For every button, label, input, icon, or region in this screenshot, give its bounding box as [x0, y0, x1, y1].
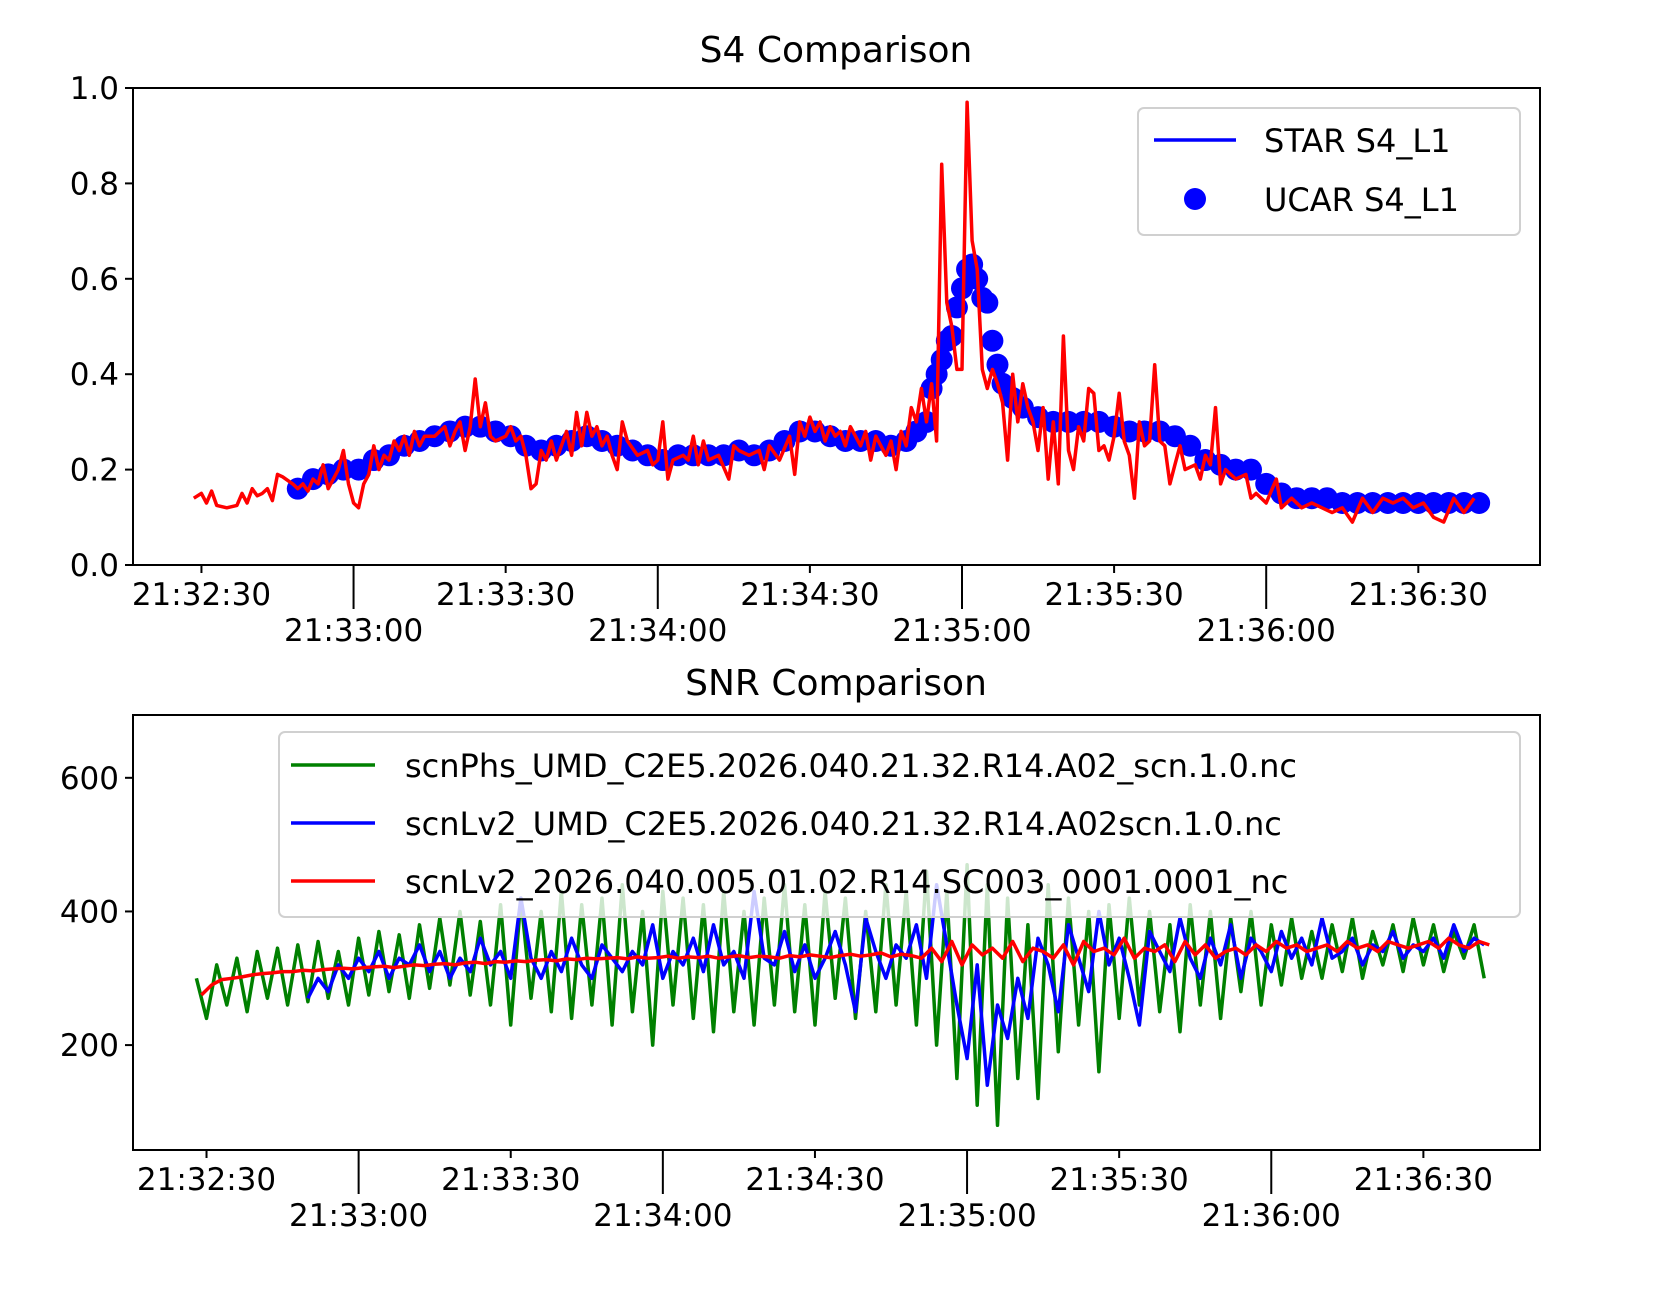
x-tick-label: 21:33:00 [289, 1198, 428, 1234]
x-tick-label: 21:33:30 [436, 577, 575, 613]
data-point-ucar-s4 [986, 353, 1009, 376]
s4-axes: 0.0 0.2 0.4 0.6 0.8 1.0 21:32:30 21:33:00 21:33:… [70, 71, 1541, 649]
legend-label: scnLv2_2026.040.005.01.02.R14.SC003_0001… [405, 863, 1288, 901]
x-tick-label: 21:36:30 [1349, 577, 1488, 613]
plot-area [192, 100, 1491, 524]
legend-label: STAR S4_L1 [1264, 122, 1451, 160]
data-point-ucar-s4 [1452, 491, 1475, 514]
axes-frame [132, 714, 1541, 1151]
legend: scnPhs_UMD_C2E5.2026.040.21.32.R14.A02_s… [278, 731, 1521, 918]
x-tick-label: 21:33:00 [284, 613, 423, 649]
x-tick-label: 21:34:00 [588, 613, 727, 649]
series-line-star-s4 [192, 100, 1476, 524]
y-tick-label: 200 [60, 1028, 119, 1064]
data-point-ucar-s4 [930, 348, 953, 371]
x-tick-label: 21:32:30 [132, 577, 271, 613]
axes-frame [132, 87, 1541, 566]
chart-title-snr: SNR Comparison [685, 663, 987, 704]
y-tick-label: 0.2 [70, 453, 119, 489]
data-point-ucar-s4 [1361, 491, 1384, 514]
data-point-ucar-s4 [1392, 491, 1415, 514]
data-point-ucar-s4 [1468, 491, 1491, 514]
legend-label: scnPhs_UMD_C2E5.2026.040.21.32.R14.A02_s… [405, 747, 1297, 785]
snr-axes: 200 400 600 21:32:30 21:33:00 21:33:30 21:34:0… [60, 714, 1541, 1234]
y-tick-label: 400 [60, 894, 119, 930]
x-tick-label: 21:36:00 [1202, 1198, 1341, 1234]
plot-area [194, 862, 1490, 1128]
y-tick-label: 600 [60, 761, 119, 797]
chart-title-s4: S4 Comparison [700, 30, 973, 71]
y-tick-label: 1.0 [70, 71, 119, 107]
x-tick-label: 21:36:30 [1354, 1162, 1493, 1198]
y-tick-label: 0.4 [70, 357, 119, 393]
x-tick-label: 21:35:00 [897, 1198, 1036, 1234]
legend-label: UCAR S4_L1 [1264, 181, 1459, 219]
x-tick-label: 21:33:30 [441, 1162, 580, 1198]
x-tick-label: 21:35:30 [1050, 1162, 1189, 1198]
x-tick-label: 21:32:30 [137, 1162, 276, 1198]
y-tick-label: 0.0 [70, 548, 119, 584]
data-point-ucar-s4 [1179, 434, 1202, 457]
legend-label: scnLv2_UMD_C2E5.2026.040.21.32.R14.A02sc… [405, 805, 1282, 843]
y-tick-label: 0.6 [70, 262, 119, 298]
legend-swatch-marker [1184, 188, 1206, 210]
x-tick-label: 21:34:30 [745, 1162, 884, 1198]
x-tick-label: 21:35:30 [1044, 577, 1183, 613]
x-tick-label: 21:34:30 [740, 577, 879, 613]
y-tick-label: 0.8 [70, 166, 119, 202]
x-tick-label: 21:35:00 [892, 613, 1031, 649]
data-point-ucar-s4 [981, 329, 1004, 352]
legend: STAR S4_L1 UCAR S4_L1 [1137, 107, 1521, 236]
series-line-scnlv2-red [200, 936, 1490, 997]
data-point-ucar-s4 [1285, 487, 1308, 510]
data-point-ucar-s4 [976, 291, 999, 314]
x-tick-label: 21:34:00 [593, 1198, 732, 1234]
legend-box [278, 731, 1521, 918]
x-tick-label: 21:36:00 [1197, 613, 1336, 649]
